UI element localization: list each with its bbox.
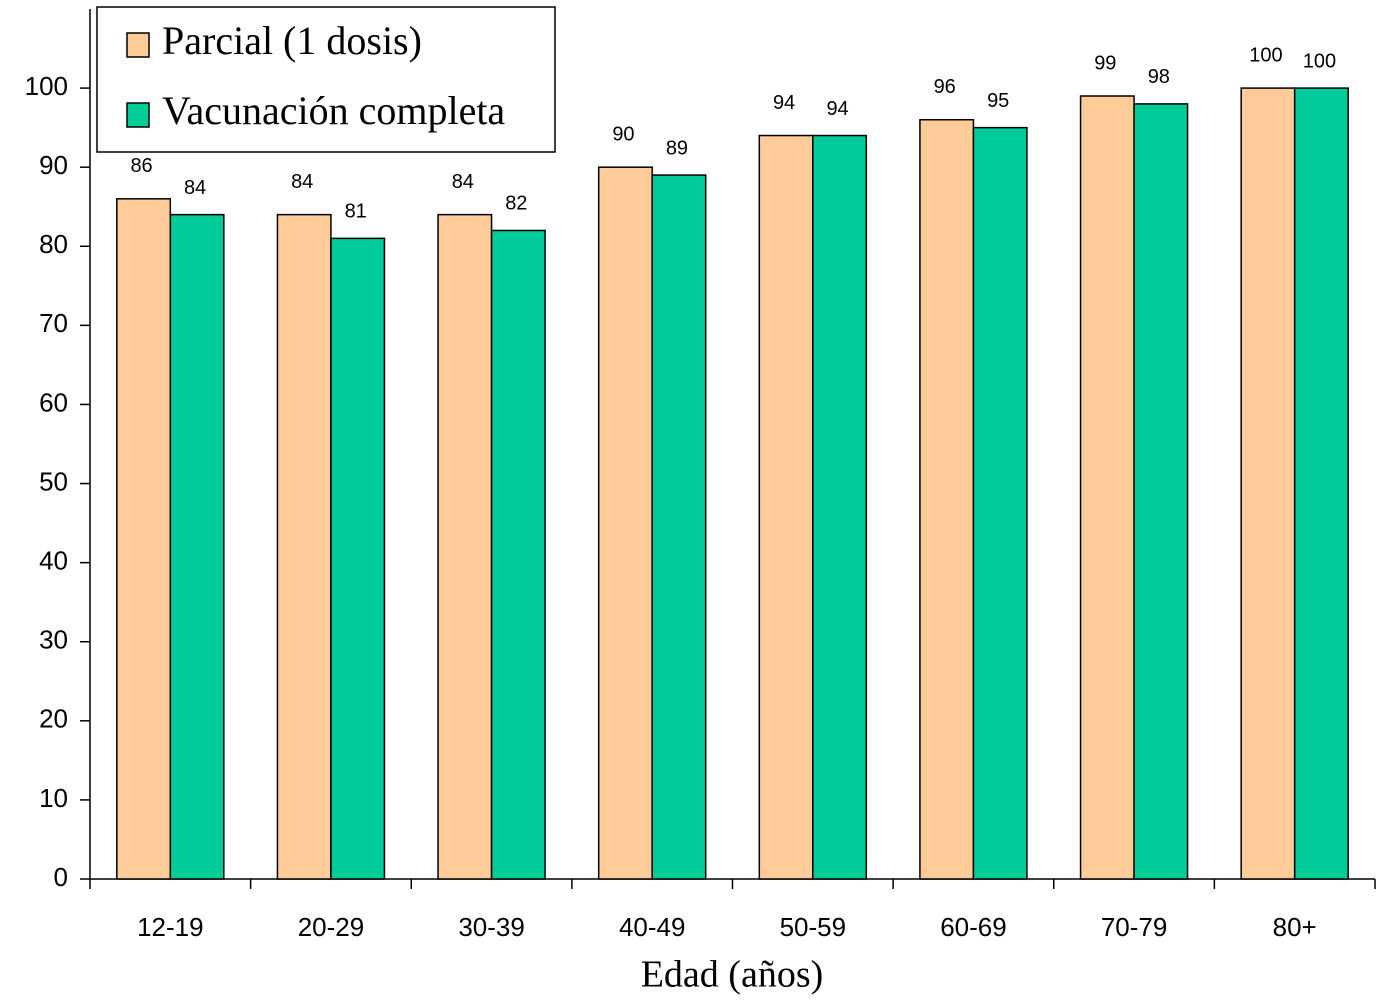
bar [1133,103,1189,880]
value-label: 81 [345,201,367,223]
bar [116,198,172,880]
x-tick-label: 12-19 [137,912,204,942]
bar [1240,87,1296,880]
y-tick-label: 10 [39,783,68,813]
y-tick-label: 0 [54,862,68,892]
x-axis-title: Edad (años) [641,954,824,996]
value-label: 100 [1249,44,1282,66]
bar [812,134,868,880]
x-tick-label: 80+ [1273,912,1317,942]
x-tick-label: 20-29 [298,912,365,942]
value-label: 82 [505,193,527,215]
value-label: 98 [1148,66,1170,88]
bar [490,229,546,880]
value-label: 100 [1303,50,1336,72]
y-tick-label: 70 [39,308,68,338]
y-tick-label: 100 [25,71,68,101]
y-tick-label: 40 [39,546,68,576]
bar [597,166,653,880]
bar [169,213,225,880]
y-tick-label: 20 [39,704,68,734]
bar [437,213,493,880]
y-tick-label: 90 [39,150,68,180]
value-label: 96 [934,76,956,98]
value-label: 84 [291,171,313,193]
value-label: 84 [184,177,206,199]
x-tick-label: 50-59 [780,912,847,942]
value-label: 95 [987,90,1009,112]
bar [919,118,975,880]
y-tick-label: 60 [39,387,68,417]
bar [651,174,707,880]
legend-swatch [126,32,150,58]
value-label: 90 [612,123,634,145]
legend-box [96,6,556,153]
x-tick-label: 40-49 [619,912,686,942]
bar [276,213,332,880]
bar [758,134,814,880]
legend-label: Parcial (1 dosis) [162,18,422,63]
bar [330,237,386,880]
x-tick-label: 70-79 [1101,912,1168,942]
y-tick-label: 50 [39,466,68,496]
value-label: 84 [452,171,474,193]
bar [972,126,1028,880]
bar [1293,87,1349,880]
y-tick-label: 80 [39,229,68,259]
value-label: 94 [773,92,795,114]
x-tick-label: 60-69 [940,912,1007,942]
value-label: 86 [130,155,152,177]
value-label: 89 [666,137,688,159]
legend-label: Vacunación completa [162,88,505,133]
legend-swatch [126,102,150,128]
value-label: 94 [826,98,848,120]
bar [1079,95,1135,880]
y-tick-label: 30 [39,625,68,655]
value-label: 99 [1094,52,1116,74]
x-tick-label: 30-39 [458,912,525,942]
